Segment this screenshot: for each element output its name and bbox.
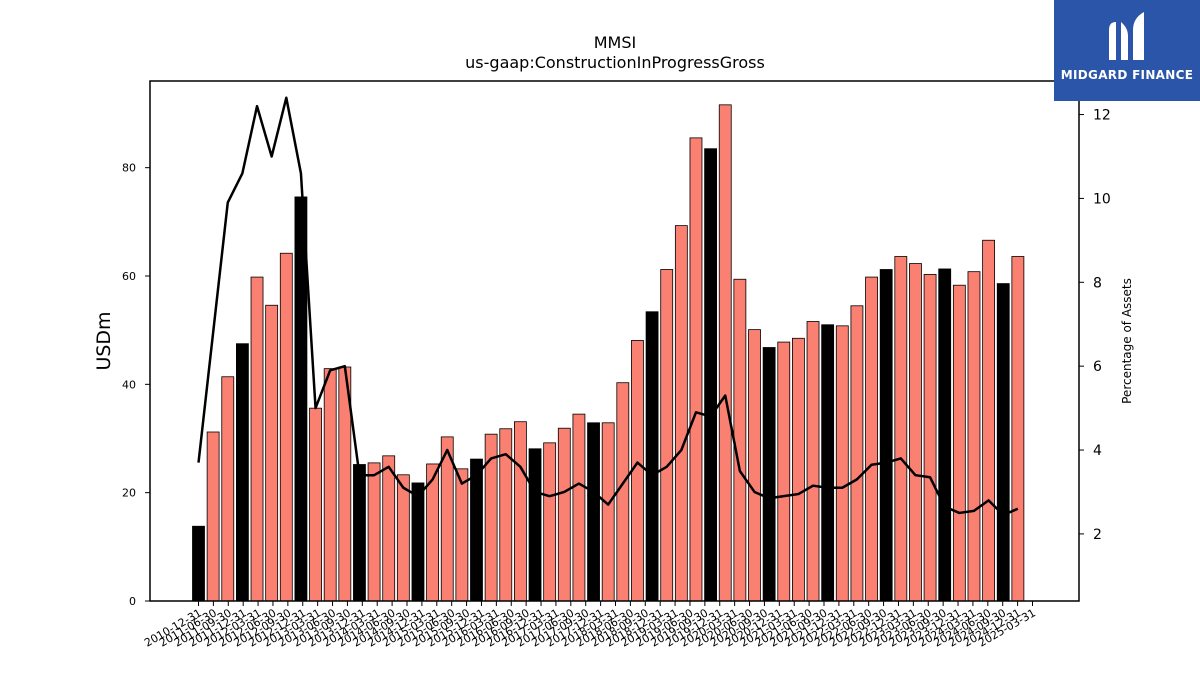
bar xyxy=(923,273,937,602)
bar xyxy=(733,278,747,602)
bar xyxy=(660,269,674,602)
bar xyxy=(865,276,878,602)
bar xyxy=(835,325,849,602)
bar xyxy=(762,347,776,602)
y-axis-left: 0 20 40 60 80 xyxy=(122,162,150,608)
bar xyxy=(952,284,966,602)
bar xyxy=(748,329,761,602)
series-line xyxy=(197,96,1019,517)
bar xyxy=(470,458,483,602)
bar xyxy=(792,337,805,602)
y-tick-label: 40 xyxy=(122,378,136,391)
x-axis: 2010-12-312011-06-302011-09-302011-12-31… xyxy=(142,601,1038,650)
bar xyxy=(411,482,425,602)
y2-tick-label: 4 xyxy=(1093,443,1102,459)
logo-text: MIDGARD FINANCE xyxy=(1060,68,1194,82)
bar xyxy=(396,474,410,602)
y2-tick-label: 8 xyxy=(1093,275,1102,291)
bar xyxy=(382,455,396,602)
plot-frame xyxy=(149,80,1080,602)
bar xyxy=(367,462,381,602)
bar xyxy=(777,341,791,602)
chart-title: MMSI xyxy=(594,33,636,52)
bar xyxy=(996,283,1010,602)
bar xyxy=(250,276,264,602)
bar xyxy=(265,304,279,602)
bar xyxy=(689,137,703,602)
y-axis-right: 2 4 6 8 10 12 xyxy=(1079,108,1111,543)
bar xyxy=(557,427,571,602)
y2-tick-label: 12 xyxy=(1093,108,1111,124)
bar xyxy=(192,525,205,602)
line-layer xyxy=(197,96,1019,517)
bar xyxy=(543,442,557,602)
bar xyxy=(455,468,469,602)
bar xyxy=(850,305,864,602)
chart-subtitle: us-gaap:ConstructionInProgressGross xyxy=(465,53,765,72)
bar xyxy=(235,343,249,602)
y-tick-label: 60 xyxy=(122,270,136,283)
bar xyxy=(1011,256,1025,602)
bar xyxy=(879,269,893,602)
bar xyxy=(967,271,981,602)
bar xyxy=(718,104,732,602)
bar xyxy=(938,268,952,602)
bar xyxy=(323,368,337,602)
bar xyxy=(704,148,718,602)
midgard-m-icon xyxy=(1109,12,1144,60)
bars-layer xyxy=(192,104,1025,602)
y-tick-label: 80 xyxy=(122,162,136,175)
bar xyxy=(806,321,820,602)
bar xyxy=(587,422,600,602)
bar xyxy=(572,413,586,602)
y2-axis-label: Percentage of Assets xyxy=(1120,278,1134,404)
y2-tick-label: 2 xyxy=(1093,527,1102,543)
bar xyxy=(674,225,688,602)
bar xyxy=(909,263,922,602)
bar xyxy=(601,422,615,602)
y2-tick-label: 6 xyxy=(1093,359,1102,375)
y-tick-label: 20 xyxy=(122,487,136,500)
y-axis-label: USDm xyxy=(93,311,115,370)
bar xyxy=(279,252,293,602)
bar xyxy=(894,256,908,602)
bar xyxy=(221,376,235,602)
y-tick-label: 0 xyxy=(129,595,136,608)
bar xyxy=(206,431,220,602)
brand-logo: MIDGARD FINANCE xyxy=(1054,0,1200,101)
bar xyxy=(821,324,835,602)
bar xyxy=(982,239,996,602)
bar xyxy=(353,464,366,602)
bar xyxy=(616,382,630,602)
y2-tick-label: 10 xyxy=(1093,191,1111,207)
bar xyxy=(645,311,659,602)
bar xyxy=(309,407,322,602)
bar xyxy=(514,421,527,602)
bar xyxy=(528,448,542,602)
